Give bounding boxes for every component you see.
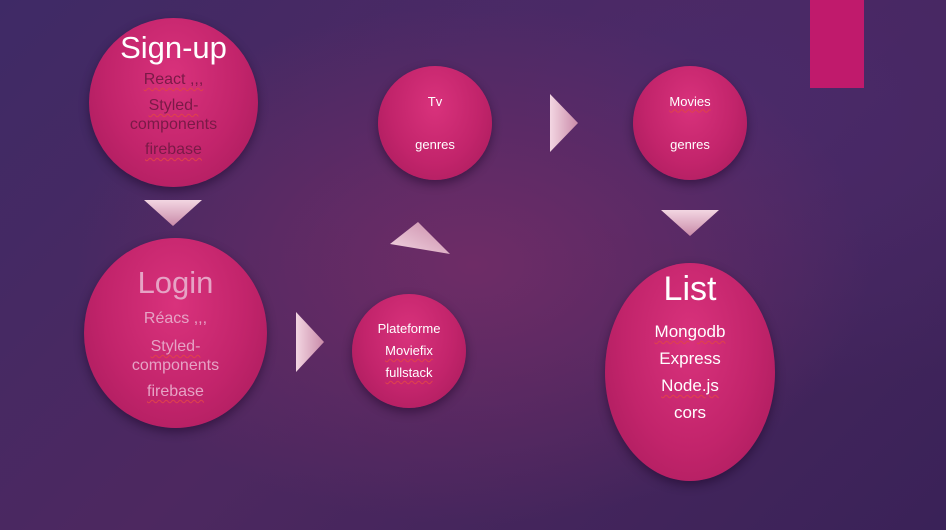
- tv-to-movies-arrow: [550, 94, 578, 152]
- platform-line-1: Plateforme: [377, 321, 441, 336]
- login-line-4: firebase: [147, 383, 204, 400]
- login-line-3: components: [131, 357, 220, 374]
- movies-line-1: Movies: [669, 93, 711, 109]
- login-to-platform-arrow: [296, 312, 324, 372]
- movies-to-list-arrow: [661, 210, 719, 236]
- signup-to-login-arrow: [144, 200, 202, 226]
- signup-title: Sign-up: [120, 30, 227, 65]
- list-line-1: Mongodb: [654, 322, 726, 341]
- signup-line-3: components: [129, 116, 218, 133]
- platform-to-tv-arrow: [390, 222, 450, 254]
- signup-node: Sign-up React ,,, Styled- components fir…: [89, 18, 258, 187]
- login-line-2: Styled-: [150, 338, 201, 355]
- list-title: List: [663, 270, 717, 308]
- platform-line-3: fullstack: [385, 365, 433, 380]
- tv-line-2: genres: [415, 136, 455, 152]
- movies-node: Movies genres: [633, 66, 747, 180]
- signup-line-2: Styled-: [148, 97, 199, 114]
- tv-node: Tv genres: [378, 66, 492, 180]
- movies-line-2: genres: [670, 136, 710, 152]
- platform-line-2: Moviefix: [385, 343, 433, 358]
- list-node: List Mongodb Express Node.js cors: [605, 263, 775, 481]
- platform-node: Plateforme Moviefix fullstack: [352, 294, 466, 408]
- login-node: Login Réacs ,,, Styled- components fireb…: [84, 238, 267, 428]
- login-line-1: Réacs ,,,: [143, 310, 208, 327]
- signup-line-1: React ,,,: [143, 71, 204, 88]
- list-line-4: cors: [673, 403, 707, 422]
- signup-line-4: firebase: [145, 141, 202, 158]
- accent-bar: [810, 0, 864, 88]
- login-title: Login: [137, 265, 214, 300]
- tv-line-1: Tv: [427, 93, 443, 109]
- list-line-3: Node.js: [661, 376, 719, 395]
- list-line-2: Express: [659, 349, 721, 368]
